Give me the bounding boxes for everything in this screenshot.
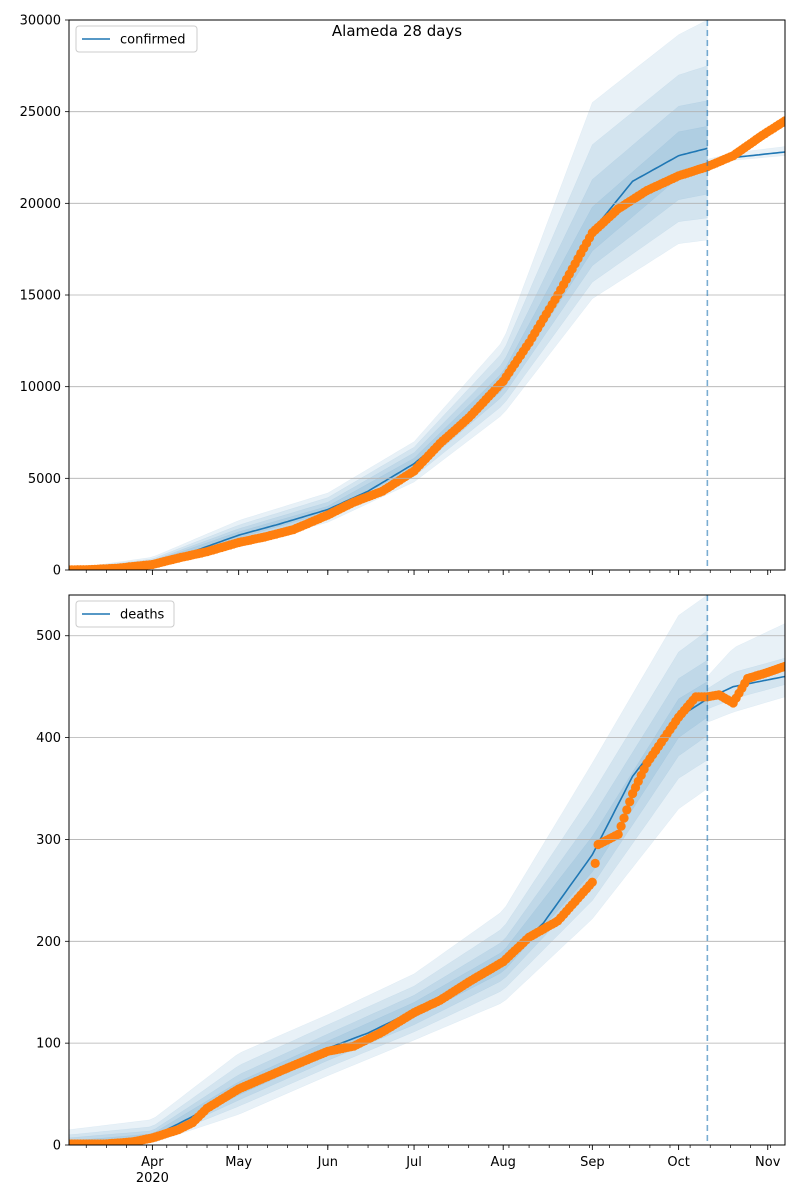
x-tick-label: Nov <box>755 1155 781 1170</box>
x-tick-label: Jun <box>317 1155 338 1170</box>
x-tick-label: Apr <box>141 1155 164 1170</box>
legend-label: confirmed <box>120 33 186 48</box>
observed-point <box>780 661 785 671</box>
legend-box <box>75 600 175 628</box>
y-tick-label: 20000 <box>20 197 61 212</box>
observed-point <box>590 858 600 869</box>
y-tick-label: 500 <box>36 629 61 644</box>
figure-title: Alameda 28 days <box>332 22 462 40</box>
x-tick-label: Oct <box>667 1155 689 1170</box>
x-tick-label: Sep <box>580 1155 605 1170</box>
x-tick-label: May <box>225 1155 252 1170</box>
observed-point <box>625 797 635 807</box>
y-tick-label: 300 <box>36 833 61 848</box>
observed-point <box>780 116 785 126</box>
y-tick-label: 200 <box>36 935 61 950</box>
y-tick-label: 100 <box>36 1037 61 1052</box>
x-tick-label: Aug <box>491 1155 516 1170</box>
x-year-label: 2020 <box>136 1171 169 1186</box>
x-tick-label: Jul <box>405 1155 422 1170</box>
y-tick-label: 10000 <box>20 380 61 395</box>
y-tick-label: 0 <box>53 1139 61 1154</box>
y-tick-label: 0 <box>53 564 61 579</box>
y-tick-label: 30000 <box>20 14 61 29</box>
plot-area <box>69 595 785 1145</box>
confirmed-panel: 0 5000 10000 15000 20000 25000 30000 confirmed <box>20 14 786 579</box>
axes-frame <box>68 19 786 571</box>
y-tick-label: 5000 <box>28 472 61 487</box>
observed-point <box>619 813 629 823</box>
observed-point <box>587 877 597 887</box>
observed-point <box>613 829 623 840</box>
axes-frame <box>68 594 786 1146</box>
y-tick-label: 15000 <box>20 289 61 304</box>
observed-point <box>616 821 626 831</box>
uncertainty-band <box>69 595 708 1145</box>
observed-point <box>622 805 632 815</box>
legend-box <box>75 25 198 53</box>
uncertainty-band <box>69 125 708 570</box>
y-tick-label: 25000 <box>20 105 61 120</box>
legend-label: deaths <box>120 608 165 623</box>
y-tick-label: 400 <box>36 731 61 746</box>
